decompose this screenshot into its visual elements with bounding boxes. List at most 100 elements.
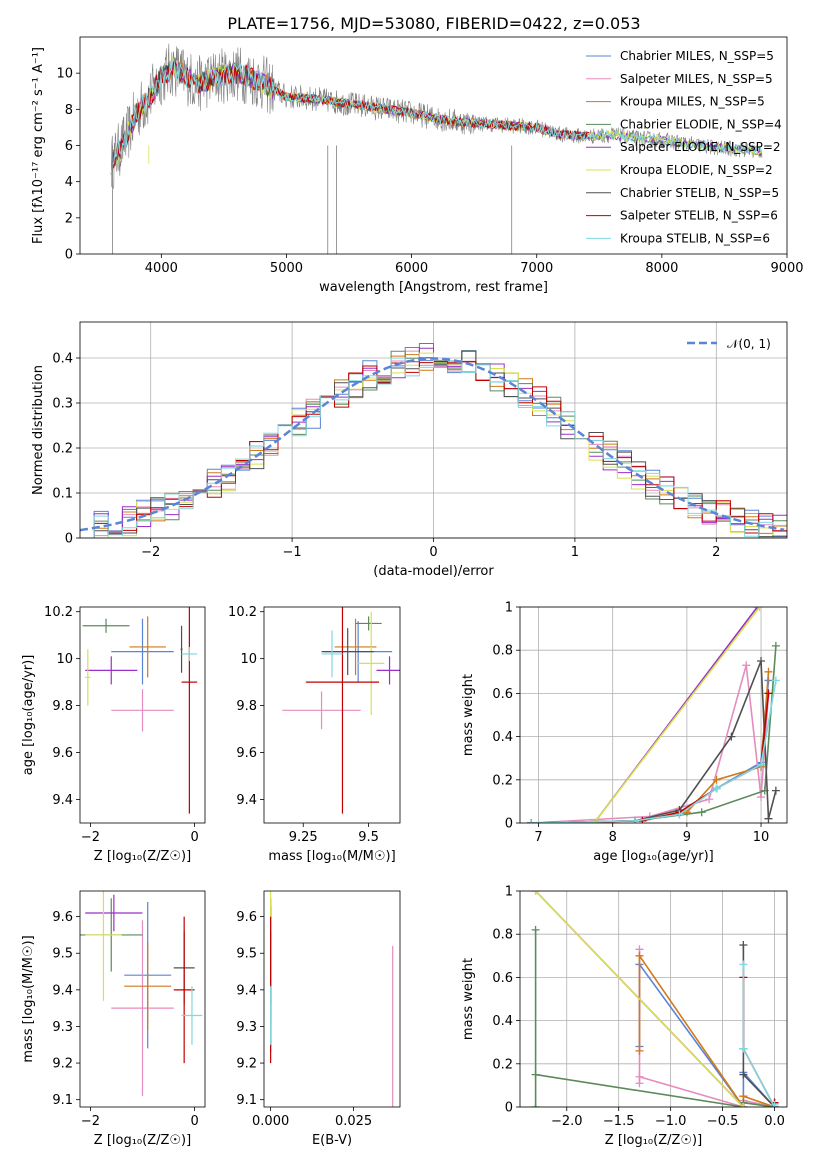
weight-point bbox=[531, 1070, 540, 1079]
x-tick-label: −1.5 bbox=[603, 1114, 635, 1129]
y-tick-label: 9.1 bbox=[236, 1093, 257, 1108]
x-tick-label: 2 bbox=[712, 545, 720, 560]
y-tick-label: 0.6 bbox=[492, 687, 513, 702]
x-axis-label: Z [log₁₀(Z/Z☉)] bbox=[94, 849, 191, 864]
x-tick-label: 8000 bbox=[645, 261, 678, 276]
weight-point bbox=[590, 819, 599, 823]
y-tick-label: 9.8 bbox=[236, 699, 257, 714]
legend-entry: Chabrier ELODIE, N_SSP=4 bbox=[620, 117, 782, 131]
y-axis-label: Normed distribution bbox=[31, 365, 46, 495]
x-tick-label: 8 bbox=[609, 830, 617, 845]
errorbar-point bbox=[111, 920, 174, 1097]
x-tick-label: 0 bbox=[190, 1114, 198, 1129]
weight-series-6 bbox=[593, 607, 761, 823]
weight-point bbox=[742, 661, 751, 670]
weight-point bbox=[675, 810, 684, 819]
x-tick-label: −0.5 bbox=[707, 1114, 739, 1129]
weight-point bbox=[739, 960, 748, 969]
plot-area bbox=[110, 43, 763, 254]
errorbar-point bbox=[282, 691, 361, 730]
x-tick-label: 9.25 bbox=[289, 830, 318, 845]
errorbar-point bbox=[181, 986, 203, 1045]
y-tick-label: 9.4 bbox=[236, 793, 257, 808]
x-tick-label: 0 bbox=[429, 545, 437, 560]
weight-point bbox=[739, 1103, 748, 1107]
legend-entry: Salpeter ELODIE, N_SSP=2 bbox=[620, 140, 781, 154]
y-tick-label: 9.8 bbox=[52, 699, 73, 714]
weight-point bbox=[771, 676, 780, 685]
weight-point bbox=[764, 814, 773, 823]
y-tick-label: 9.6 bbox=[236, 910, 257, 925]
y-tick-label: 8 bbox=[65, 103, 73, 118]
y-tick-label: 0.2 bbox=[52, 442, 73, 457]
plot-area bbox=[82, 607, 198, 814]
panel-age-vs-metallicity: −2 0 9.4 9.6 9.8 10 10.2 Z [log₁₀(Z/Z☉)] age [lo… bbox=[21, 605, 206, 864]
panel-residuals: −2 −1 0 1 2 0 0.1 0.2 0.3 0.4 (data-model)/error No… bbox=[31, 321, 788, 579]
y-axis-label: mass [log₁₀(M/M☉)] bbox=[21, 935, 36, 1062]
weight-point bbox=[727, 732, 736, 741]
weight-series-4 bbox=[531, 645, 777, 823]
model-spectrum-6 bbox=[110, 56, 763, 175]
weight-point bbox=[757, 793, 766, 802]
legend-entry: Kroupa ELODIE, N_SSP=2 bbox=[620, 163, 773, 177]
panel-mass-vs-metallicity: −2 0 9.1 9.2 9.3 9.4 9.5 9.6 Z [log₁₀(Z/Z☉)] mass… bbox=[21, 890, 206, 1148]
errorbar-point bbox=[85, 656, 138, 685]
weight-point bbox=[739, 1070, 748, 1079]
weight-series-6 bbox=[535, 891, 744, 1107]
panel-mass-weight-vs-metallicity: −2.0 −1.5 −1.0 −0.5 0.0 0 0.2 0.4 0.6 0.8 1 Z [log₁… bbox=[461, 885, 788, 1148]
x-axis-label: wavelength [Angstrom, rest frame] bbox=[319, 280, 548, 295]
errorbar-point bbox=[180, 625, 183, 673]
weight-point bbox=[757, 760, 766, 769]
x-tick-label: −2.0 bbox=[551, 1114, 583, 1129]
x-tick-label: 1 bbox=[571, 545, 579, 560]
y-tick-label: 10 bbox=[56, 652, 73, 667]
x-axis-label: age [log₁₀(age/yr)] bbox=[593, 849, 714, 864]
y-tick-label: 4 bbox=[65, 175, 73, 190]
legend-entry: Chabrier STELIB, N_SSP=5 bbox=[620, 186, 779, 200]
errorbar-point bbox=[85, 649, 91, 706]
weight-series-8 bbox=[742, 977, 776, 1107]
y-tick-label: 0.8 bbox=[492, 644, 513, 659]
x-tick-label: 0.000 bbox=[252, 1114, 289, 1129]
y-tick-label: 9.5 bbox=[52, 947, 73, 962]
axes-frame bbox=[79, 890, 206, 1108]
plot-area bbox=[282, 607, 400, 814]
x-tick-label: 7 bbox=[534, 830, 542, 845]
weight-point bbox=[697, 808, 706, 817]
errorbar-point bbox=[334, 618, 377, 676]
x-tick-label: 9 bbox=[683, 830, 691, 845]
legend-entry: Kroupa MILES, N_SSP=5 bbox=[620, 95, 765, 109]
y-tick-label: 10 bbox=[56, 67, 73, 82]
y-tick-label: 0.6 bbox=[492, 971, 513, 986]
legend-entry: Salpeter MILES, N_SSP=5 bbox=[620, 72, 773, 86]
y-tick-label: 0.2 bbox=[492, 1057, 513, 1072]
legend-entry: Salpeter STELIB, N_SSP=6 bbox=[620, 209, 778, 223]
y-tick-label: 1 bbox=[505, 885, 513, 900]
y-tick-label: 0 bbox=[65, 532, 73, 547]
legend-entry: Chabrier MILES, N_SSP=5 bbox=[620, 49, 774, 63]
y-tick-label: 9.6 bbox=[236, 746, 257, 761]
errorbar-point bbox=[124, 942, 172, 1031]
weight-series-3 bbox=[531, 671, 770, 823]
x-axis-label: Z [log₁₀(Z/Z☉)] bbox=[94, 1133, 191, 1148]
axes-frame bbox=[519, 606, 788, 824]
errorbar-point bbox=[181, 646, 198, 661]
y-tick-label: 9.3 bbox=[236, 1020, 257, 1035]
weight-point bbox=[630, 816, 639, 823]
y-tick-label: 9.2 bbox=[236, 1057, 257, 1072]
x-tick-label: 10 bbox=[753, 830, 770, 845]
weight-series-2 bbox=[531, 665, 770, 823]
weight-point bbox=[712, 784, 721, 793]
y-tick-label: 9.5 bbox=[236, 947, 257, 962]
x-axis-label: mass [log₁₀(M/M☉)] bbox=[268, 849, 395, 864]
weight-point bbox=[757, 657, 766, 665]
y-tick-label: 0.2 bbox=[492, 773, 513, 788]
y-tick-label: 6 bbox=[65, 139, 73, 154]
weight-point bbox=[764, 689, 773, 698]
axes-frame bbox=[79, 321, 788, 539]
y-tick-label: 0 bbox=[505, 1101, 513, 1116]
errorbar-point bbox=[321, 630, 343, 678]
weight-series-4 bbox=[534, 929, 775, 1107]
axes-frame bbox=[79, 606, 206, 824]
